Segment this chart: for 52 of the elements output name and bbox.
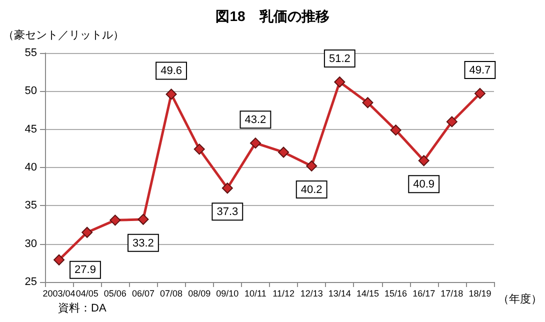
x-tick-label: 06/07 (132, 288, 154, 298)
point (446, 116, 458, 128)
y-tick-label: 40 (24, 162, 37, 174)
x-tick-label: 2003/04 (42, 288, 76, 298)
x-tick-label: 17/18 (440, 288, 464, 298)
point (222, 182, 233, 194)
point (278, 146, 290, 158)
data-label: 49.7 (469, 64, 491, 76)
x-tick-label: 13/14 (328, 288, 351, 298)
data-label: 33.2 (132, 237, 154, 250)
data-label: 37.3 (216, 206, 238, 218)
x-tick-label: 10/11 (244, 288, 266, 298)
x-tick-label: 12/13 (300, 288, 323, 298)
point (194, 144, 205, 155)
point (166, 88, 177, 100)
data-label: 27.9 (74, 264, 96, 276)
y-tick-label: 45 (24, 123, 37, 136)
point (474, 88, 486, 99)
data-label: 40.2 (300, 184, 322, 196)
point (418, 155, 430, 166)
point (54, 254, 65, 266)
point (362, 97, 374, 108)
y-axis-title: （豪セント／リットル） (3, 28, 124, 42)
x-axis-title: （年度） (498, 292, 542, 306)
x-tick-label: 15/16 (384, 288, 408, 298)
x-tick-label: 09/10 (216, 288, 239, 298)
y-tick-label: 35 (24, 200, 37, 212)
x-tick-label: 18/19 (468, 288, 492, 298)
point (306, 160, 318, 172)
point (334, 76, 346, 88)
data-label: 51.2 (328, 53, 350, 66)
x-tick-label: 04/05 (76, 288, 98, 298)
y-tick-label: 30 (24, 238, 37, 250)
data-label: 40.9 (413, 178, 435, 191)
x-tick-label: 07/08 (160, 288, 183, 298)
y-tick-label: 50 (24, 85, 37, 98)
point (110, 214, 121, 226)
data-label: 43.2 (244, 114, 266, 126)
x-tick-label: 11/12 (272, 288, 294, 298)
point (250, 138, 261, 149)
x-tick-label: 16/17 (412, 288, 436, 298)
x-tick-label: 05/06 (104, 288, 126, 298)
x-tick-label: 08/09 (188, 288, 211, 298)
point (390, 124, 402, 136)
y-tick-label: 25 (24, 276, 37, 288)
data-label: 49.6 (160, 65, 182, 78)
chart-title: 図18 乳価の推移 (216, 8, 330, 24)
point (138, 214, 149, 225)
y-tick-label: 55 (24, 47, 37, 59)
x-tick-label: 14/15 (356, 288, 379, 298)
point (82, 226, 93, 238)
text: 資料：DA (58, 302, 107, 314)
